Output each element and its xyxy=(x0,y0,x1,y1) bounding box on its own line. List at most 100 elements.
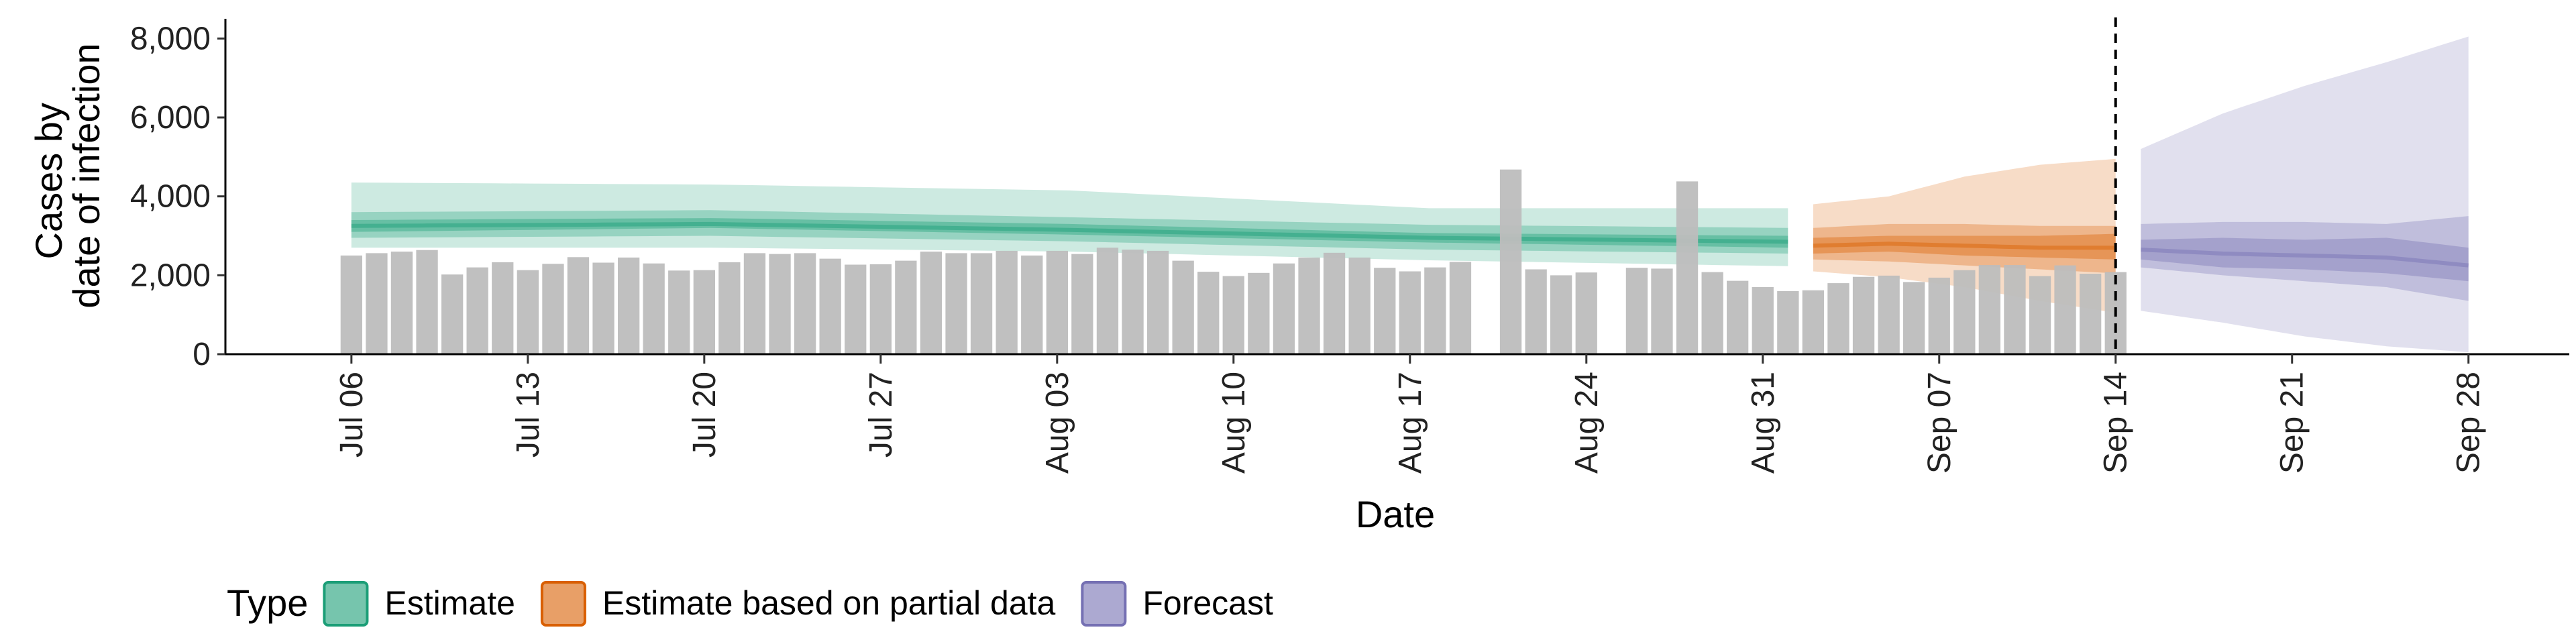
series-2-inner-band xyxy=(1813,233,2116,260)
bar xyxy=(1727,280,1749,354)
bar xyxy=(366,253,388,354)
series-1-median-line xyxy=(351,221,1788,244)
bar xyxy=(718,262,741,354)
bar xyxy=(1172,260,1194,354)
y-tick-label: 0 xyxy=(193,337,211,372)
bar xyxy=(895,260,917,354)
bar xyxy=(1273,263,1295,354)
bar xyxy=(1953,270,1976,354)
legend-key-3 xyxy=(1081,581,1127,627)
bar xyxy=(1550,275,1572,354)
bar xyxy=(869,264,892,354)
bar xyxy=(416,250,438,354)
bar xyxy=(618,257,640,354)
x-tick-label: Aug 10 xyxy=(1216,372,1252,474)
bar xyxy=(567,257,590,354)
y-ticks: 0 2,000 4,000 6,000 8,000 xyxy=(130,21,225,372)
bar xyxy=(1575,272,1597,354)
series-2-mid-band xyxy=(1813,223,2116,274)
bar xyxy=(492,262,514,354)
bar xyxy=(1676,181,1699,354)
x-tick-label: Jul 13 xyxy=(511,372,546,458)
bar xyxy=(920,252,943,354)
y-tick-label: 4,000 xyxy=(130,179,211,215)
bar xyxy=(743,253,766,354)
bar xyxy=(1878,275,1900,354)
legend-key-1 xyxy=(323,581,369,627)
bar xyxy=(1071,254,1093,354)
bar xyxy=(390,252,413,354)
x-tick-label: Sep 07 xyxy=(1922,372,1957,474)
x-tick-label: Aug 31 xyxy=(1746,372,1781,474)
bar xyxy=(517,270,539,354)
bar xyxy=(996,250,1018,354)
x-ticks: Jul 06 Jul 13 Jul 20 Jul 27 Aug 03 Aug 10 Aug … xyxy=(334,354,2487,474)
series-3-bands xyxy=(2141,36,2469,353)
bar xyxy=(441,274,464,354)
bar xyxy=(769,254,791,354)
bar xyxy=(1096,248,1119,354)
bar xyxy=(1525,269,1547,354)
bar xyxy=(1903,282,1925,354)
bar xyxy=(643,263,665,354)
bar xyxy=(1248,272,1270,354)
bar xyxy=(1978,265,2000,354)
series-3-outer-band xyxy=(2141,36,2469,353)
bar xyxy=(1424,267,1446,354)
bar xyxy=(1777,290,1799,354)
bar xyxy=(668,270,690,354)
bar xyxy=(1298,257,1320,354)
bar xyxy=(1802,290,1824,354)
x-tick-label: Sep 28 xyxy=(2451,372,2487,474)
bar xyxy=(1323,252,1346,354)
bar xyxy=(1499,169,1522,354)
bar xyxy=(1374,268,1396,354)
bar xyxy=(542,264,564,354)
series-3-inner-band xyxy=(2141,237,2469,282)
series-3-mid-band xyxy=(2141,216,2469,301)
legend-label-3: Forecast xyxy=(1142,584,1273,622)
bar xyxy=(1701,272,1723,354)
series-1-outer-band xyxy=(351,182,1788,266)
x-tick-label: Aug 17 xyxy=(1393,372,1428,474)
legend-label-2: Estimate based on partial data xyxy=(602,584,1056,622)
series-2-median-line xyxy=(1813,241,2116,250)
legend-label-1: Estimate xyxy=(384,584,515,622)
y-axis-title-line-2: date of infection xyxy=(65,43,107,308)
x-tick-label: Aug 03 xyxy=(1040,372,1075,474)
bar xyxy=(2004,265,2026,354)
bar xyxy=(1197,272,1220,354)
series-1-mid-band xyxy=(351,210,1788,254)
bar xyxy=(1348,257,1371,354)
bar xyxy=(1222,276,1244,354)
bar xyxy=(1625,268,1648,354)
legend: Type Estimate Estimate based on partial d… xyxy=(227,581,1273,627)
x-axis-title: Date xyxy=(1356,493,1435,535)
bar xyxy=(1827,283,1849,354)
bar xyxy=(1651,268,1673,354)
x-tick-label: Jul 20 xyxy=(687,372,722,458)
y-axis-title-line-1: Cases by xyxy=(28,103,70,259)
x-tick-label: Jul 27 xyxy=(863,372,899,458)
bar xyxy=(1449,262,1472,354)
bar xyxy=(340,255,362,354)
series-1-inner-band xyxy=(351,218,1788,248)
bar xyxy=(794,253,816,354)
y-tick-label: 6,000 xyxy=(130,100,211,136)
series-1-bands xyxy=(351,182,1788,266)
x-tick-label: Sep 14 xyxy=(2098,372,2134,474)
bar xyxy=(466,267,488,354)
bar xyxy=(1928,277,1950,354)
x-tick-label: Aug 24 xyxy=(1569,372,1605,474)
bar xyxy=(2054,265,2076,354)
bar xyxy=(2029,276,2051,354)
bar xyxy=(819,258,841,354)
ribbons xyxy=(351,36,2469,353)
series-2-outer-band xyxy=(1813,158,2116,313)
x-tick-label: Sep 21 xyxy=(2275,372,2310,474)
bar xyxy=(1021,255,1043,354)
bar xyxy=(845,264,867,354)
legend-title: Type xyxy=(227,582,308,624)
bar xyxy=(592,262,614,354)
bar xyxy=(970,253,993,354)
